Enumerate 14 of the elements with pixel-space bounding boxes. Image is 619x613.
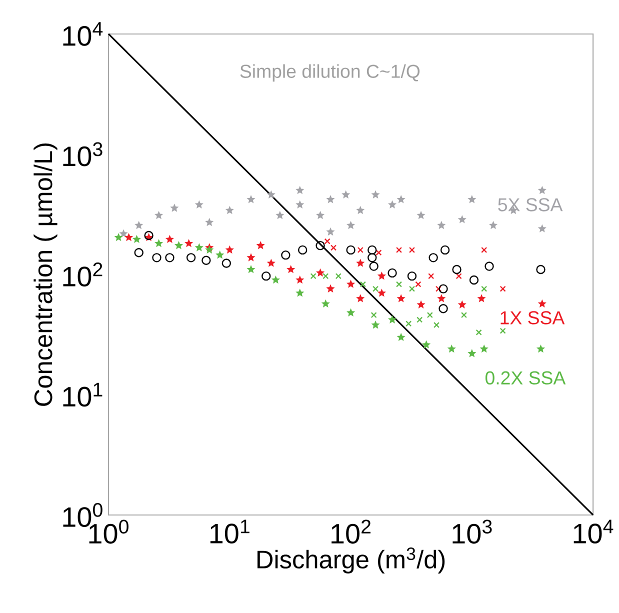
x-tick-label: 10$^{4}$ xyxy=(574,520,614,544)
x-tick-label: 10$^{1}$ xyxy=(210,520,250,544)
x-axis-title: Discharge (m$^{3}$/d) xyxy=(258,548,445,574)
y-axis-title: Concentration ( µmol/L) xyxy=(34,144,58,406)
x-tick-label: 10$^{2}$ xyxy=(332,520,370,544)
annotation: Simple dilution C~1/Q xyxy=(240,64,420,82)
series-label: 1X SSA xyxy=(500,311,565,324)
series-label: 0.2X SSA xyxy=(485,371,566,385)
y-tick-label: 10$^{1}$ xyxy=(63,382,102,407)
y-tick-label: 10$^{2}$ xyxy=(63,262,102,286)
series-label: 5X SSA xyxy=(498,198,563,212)
y-tick-label: 10$^{3}$ xyxy=(63,142,102,166)
x-tick-label: 10$^{3}$ xyxy=(452,520,492,544)
y-tick-label: 10$^{4}$ xyxy=(63,22,103,46)
